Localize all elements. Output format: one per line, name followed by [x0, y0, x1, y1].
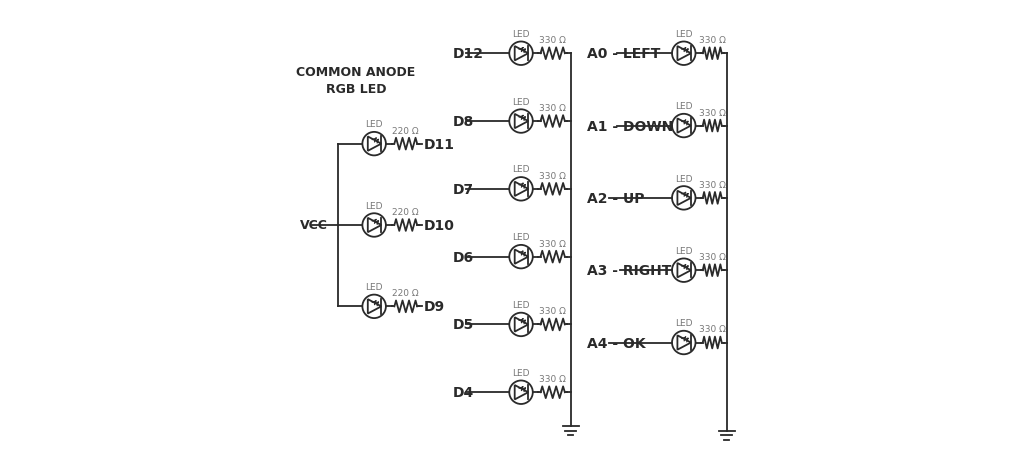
- Text: D12: D12: [454, 47, 484, 61]
- Text: LED: LED: [512, 233, 529, 242]
- Text: D8: D8: [454, 115, 474, 129]
- Text: 220 Ω: 220 Ω: [392, 207, 419, 216]
- Text: A3 - RIGHT: A3 - RIGHT: [587, 264, 671, 277]
- Text: 330 Ω: 330 Ω: [540, 104, 566, 113]
- Text: A2 - UP: A2 - UP: [587, 192, 644, 205]
- Text: A1 - DOWN: A1 - DOWN: [587, 120, 673, 133]
- Text: LED: LED: [366, 201, 383, 210]
- Text: D10: D10: [424, 219, 455, 232]
- Text: LED: LED: [512, 368, 529, 377]
- Text: LED: LED: [366, 120, 383, 129]
- Text: LED: LED: [366, 282, 383, 291]
- Text: LED: LED: [512, 300, 529, 309]
- Text: VCC: VCC: [300, 219, 328, 232]
- Text: D6: D6: [454, 250, 474, 264]
- Text: 330 Ω: 330 Ω: [540, 374, 566, 383]
- Text: D4: D4: [454, 386, 474, 399]
- Text: LED: LED: [675, 30, 692, 39]
- Text: D9: D9: [424, 300, 445, 313]
- Text: LED: LED: [675, 174, 692, 183]
- Text: A0 - LEFT: A0 - LEFT: [587, 47, 659, 61]
- Text: D11: D11: [424, 138, 455, 151]
- Text: 330 Ω: 330 Ω: [698, 253, 726, 262]
- Text: 330 Ω: 330 Ω: [698, 325, 726, 334]
- Text: 330 Ω: 330 Ω: [698, 108, 726, 117]
- Text: 330 Ω: 330 Ω: [540, 171, 566, 180]
- Text: 330 Ω: 330 Ω: [540, 36, 566, 45]
- Text: D5: D5: [454, 318, 474, 331]
- Text: COMMON ANODE
RGB LED: COMMON ANODE RGB LED: [296, 66, 416, 96]
- Text: LED: LED: [675, 246, 692, 255]
- Text: 330 Ω: 330 Ω: [698, 180, 726, 189]
- Text: LED: LED: [512, 97, 529, 106]
- Text: LED: LED: [512, 30, 529, 39]
- Text: 220 Ω: 220 Ω: [392, 289, 419, 298]
- Text: 330 Ω: 330 Ω: [698, 36, 726, 45]
- Text: LED: LED: [675, 318, 692, 327]
- Text: 330 Ω: 330 Ω: [540, 239, 566, 248]
- Text: D7: D7: [454, 183, 474, 196]
- Text: 330 Ω: 330 Ω: [540, 307, 566, 316]
- Text: A4 - OK: A4 - OK: [587, 336, 645, 350]
- Text: 220 Ω: 220 Ω: [392, 126, 419, 135]
- Text: LED: LED: [512, 165, 529, 174]
- Text: LED: LED: [675, 102, 692, 111]
